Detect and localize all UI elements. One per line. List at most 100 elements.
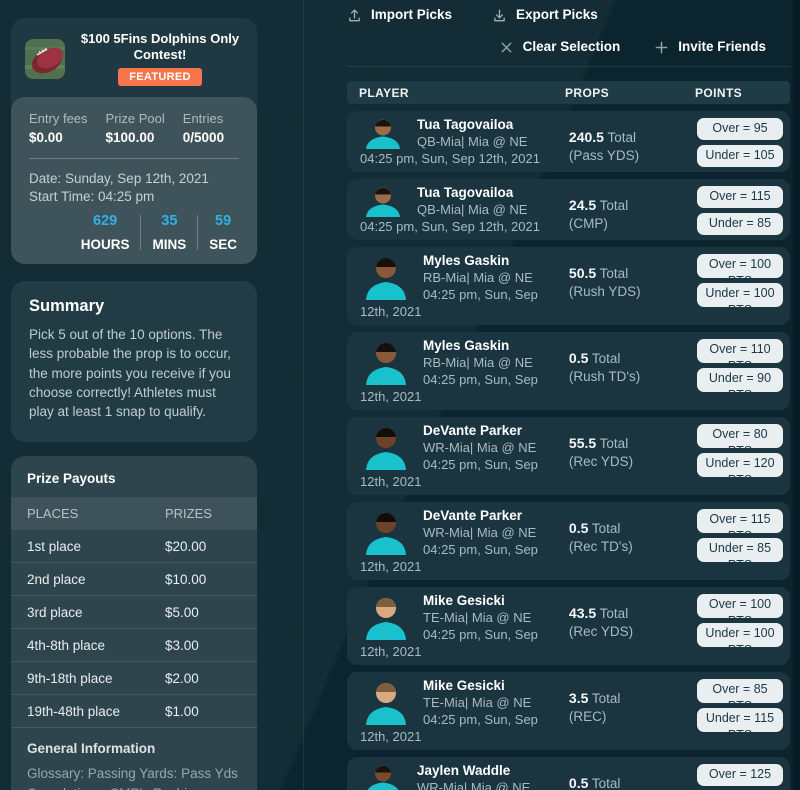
contest-start-time: Start Time: 04:25 pm: [29, 189, 155, 204]
game-datetime: 04:25 pm, Sun, Sep 12th, 2021: [360, 151, 540, 166]
invite-friends-button[interactable]: Invite Friends: [654, 37, 766, 57]
summary-title: Summary: [29, 297, 105, 315]
prop-detail: (Rush TD's): [568, 369, 641, 384]
over-button[interactable]: Over = 125 PTS: [697, 764, 783, 786]
prop-value: 240.5: [568, 129, 604, 145]
summary-card: Summary Pick 5 out of the 10 options. Th…: [11, 281, 257, 443]
prop-kind: Total: [591, 776, 621, 790]
under-button[interactable]: Under = 105 PTS: [697, 145, 783, 167]
player-prop-row: Myles Gaskin RB-Mia| Mia @ NE 04:25 pm, …: [347, 332, 790, 410]
player-name: DeVante Parker: [423, 423, 523, 438]
props-column-header: PROPS: [565, 85, 610, 100]
prop-kind: Total: [591, 691, 621, 706]
player-prop-row: Tua Tagovailoa QB-Mia| Mia @ NE 04:25 pm…: [347, 179, 790, 240]
over-button[interactable]: Over = 110 PTS: [697, 339, 783, 363]
featured-badge: FEATURED: [118, 68, 202, 86]
prop-kind: Total: [599, 606, 629, 621]
player-avatar: [360, 762, 406, 790]
contest-stats-row: Entry fees $0.00 Prize Pool $100.00 Entr…: [29, 111, 239, 145]
sec-value: 59: [215, 213, 232, 229]
plus-icon: [654, 40, 669, 55]
points-cell: Over = 125 PTS Under = 75 PTS: [697, 762, 783, 790]
payout-row: 3rd place $5.00: [11, 596, 257, 630]
mins-unit: MINS: [152, 237, 187, 252]
prizes-column-header: PRIZES: [165, 506, 212, 522]
payout-prize: $1.00: [165, 704, 199, 720]
over-button[interactable]: Over = 115 PTS: [697, 509, 783, 533]
invite-friends-label: Invite Friends: [678, 39, 766, 54]
payout-place: 3rd place: [27, 605, 83, 621]
prop-kind: Total: [599, 436, 629, 451]
player-position-matchup: RB-Mia| Mia @ NE: [423, 270, 533, 285]
stats-divider: [29, 158, 239, 159]
prize-pool-stat: Prize Pool $100.00: [106, 111, 165, 145]
clear-selection-button[interactable]: Clear Selection: [499, 37, 620, 57]
prop-detail: (CMP): [568, 216, 608, 231]
prop-line: 55.5 Total: [569, 434, 697, 453]
entry-fees-label: Entry fees: [29, 111, 88, 126]
prop-cell: 3.5 Total (REC): [569, 677, 697, 745]
prop-value: 0.5: [568, 350, 589, 366]
over-button[interactable]: Over = 115 PTS: [697, 186, 783, 208]
prop-kind: Total: [591, 351, 621, 366]
player-column-header: PLAYER: [359, 85, 409, 100]
player-avatar: [360, 507, 412, 555]
entries-value: 0/5000: [182, 130, 225, 145]
game-datetime: 04:25 pm, Sun, Sep 12th, 2021: [360, 712, 538, 744]
player-cell: Tua Tagovailoa QB-Mia| Mia @ NE 04:25 pm…: [360, 184, 569, 235]
payout-prize: $2.00: [165, 671, 199, 687]
player-name: Mike Gesicki: [423, 593, 505, 608]
hours-value: 629: [93, 213, 118, 229]
game-datetime: 04:25 pm, Sun, Sep 12th, 2021: [360, 457, 538, 489]
player-position-matchup: QB-Mia| Mia @ NE: [417, 202, 528, 217]
points-column-header: POINTS: [695, 85, 743, 100]
under-button[interactable]: Under = 115 PTS: [697, 708, 783, 732]
player-position-matchup: WR-Mia| Mia @ NE: [423, 525, 537, 540]
under-button[interactable]: Under = 85 PTS: [697, 538, 783, 562]
contest-card: $100 5Fins Dolphins Only Contest! FEATUR…: [11, 18, 257, 264]
game-datetime: 04:25 pm, Sun, Sep 12th, 2021: [360, 542, 538, 574]
prop-line: 0.5 Total: [569, 519, 697, 538]
over-button[interactable]: Over = 100 PTS: [697, 594, 783, 618]
player-cell: DeVante Parker WR-Mia| Mia @ NE 04:25 pm…: [360, 507, 569, 575]
under-button[interactable]: Under = 120 PTS: [697, 453, 783, 477]
player-prop-row: DeVante Parker WR-Mia| Mia @ NE 04:25 pm…: [347, 417, 790, 495]
prop-cell: 240.5 Total (Pass YDS): [569, 116, 697, 167]
scroll-gutter[interactable]: [793, 0, 800, 790]
prop-cell: 0.5 Total (Rec TD's): [569, 507, 697, 575]
download-icon: [492, 8, 507, 23]
under-button[interactable]: Under = 90 PTS: [697, 368, 783, 392]
player-name: Jaylen Waddle: [417, 763, 511, 778]
export-picks-button[interactable]: Export Picks: [492, 5, 598, 25]
column-divider: [303, 0, 304, 790]
prize-payouts-card: Prize Payouts PLACES PRIZES 1st place $2…: [11, 456, 257, 790]
over-button[interactable]: Over = 100 PTS: [697, 254, 783, 278]
countdown-divider: [197, 215, 199, 250]
close-icon: [499, 40, 514, 55]
player-cell: Myles Gaskin RB-Mia| Mia @ NE 04:25 pm, …: [360, 337, 569, 405]
player-cell: Mike Gesicki TE-Mia| Mia @ NE 04:25 pm, …: [360, 677, 569, 745]
player-position-matchup: QB-Mia| Mia @ NE: [417, 134, 528, 149]
summary-body: Pick 5 out of the 10 options. The less p…: [29, 327, 231, 420]
countdown-divider: [140, 215, 142, 250]
payout-prize: $3.00: [165, 638, 199, 654]
over-button[interactable]: Over = 80 PTS: [697, 424, 783, 448]
picks-panel: Import Picks Export Picks Clear Selectio…: [347, 0, 790, 790]
prop-value: 55.5: [568, 435, 597, 451]
general-information-body: Glossary: Passing Yards: Pass Yds Comple…: [27, 766, 238, 790]
import-picks-button[interactable]: Import Picks: [347, 5, 452, 25]
under-button[interactable]: Under = 100 PTS: [697, 283, 783, 307]
sec-unit: SEC: [209, 237, 237, 252]
over-button[interactable]: Over = 85 PTS: [697, 679, 783, 703]
under-button[interactable]: Under = 100 PTS: [697, 623, 783, 647]
contest-title: $100 5Fins Dolphins Only Contest!: [80, 31, 240, 62]
player-name: Myles Gaskin: [423, 253, 510, 268]
under-button[interactable]: Under = 85 PTS: [697, 213, 783, 235]
player-name: Mike Gesicki: [423, 678, 505, 693]
payout-row: 4th-8th place $3.00: [11, 629, 257, 663]
prop-kind: Total: [599, 198, 629, 213]
over-button[interactable]: Over = 95 PTS: [697, 118, 783, 140]
game-datetime: 04:25 pm, Sun, Sep 12th, 2021: [360, 372, 538, 404]
prop-line: 43.5 Total: [569, 604, 697, 623]
